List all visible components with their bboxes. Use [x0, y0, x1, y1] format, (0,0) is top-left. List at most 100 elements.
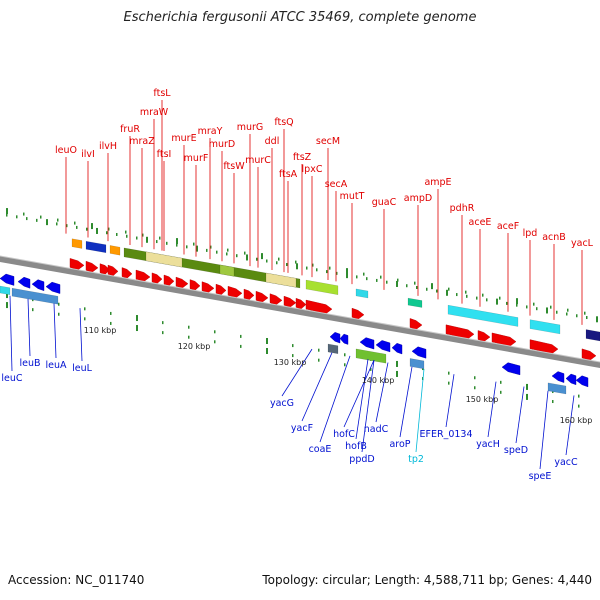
scale-tick [344, 363, 346, 367]
gene-label-mure: murE [171, 133, 196, 144]
scale-tick [159, 236, 161, 240]
gene-label-yacg: yacG [270, 398, 294, 409]
gene-label-ftsw: ftsW [223, 161, 245, 172]
scale-tick [6, 292, 8, 299]
gene-label-leuo: leuO [55, 145, 77, 156]
scale-tick [76, 225, 78, 229]
scale-tick [506, 301, 508, 305]
forward-gene-arrow [227, 286, 243, 298]
forward-gene-arrow [283, 295, 297, 308]
forward-gene-arrow [107, 264, 119, 277]
gene-label-guac: guaC [372, 197, 397, 208]
gene-label-ppdd: ppdD [349, 454, 374, 465]
scale-tick [516, 303, 518, 307]
scale-tick [116, 232, 118, 236]
leader-line [515, 386, 525, 444]
scale-tick [336, 271, 338, 275]
label-leader-lines [9, 100, 583, 470]
scale-tick [386, 280, 388, 284]
scale-tick [474, 386, 476, 390]
gene-label-spee: speE [529, 471, 552, 482]
scale-tick [363, 272, 365, 276]
scale-tick [240, 334, 242, 338]
forward-gene-arrow [151, 272, 163, 284]
scale-labels: 110 kbp 120 kbp 130 kbp 140 kbp 150 kbp 160 k… [84, 326, 593, 425]
reverse-gene-arrow [0, 273, 15, 286]
scale-tick [236, 254, 238, 258]
gene-label-leuc: leuC [1, 373, 23, 384]
scale-tick [46, 219, 48, 226]
light-green-feature [219, 264, 235, 277]
scale-tick [240, 344, 242, 348]
scale-tick [292, 344, 294, 348]
scale-tick [186, 245, 188, 249]
scale-label: 130 kbp [274, 358, 307, 367]
scale-tick [6, 302, 8, 309]
scale-tick [84, 317, 86, 321]
leader-line [399, 366, 413, 438]
scale-label: 120 kbp [178, 342, 211, 351]
forward-gene-arrow [69, 258, 85, 271]
scale-tick [295, 260, 297, 264]
forward-gene-arrow [351, 307, 365, 320]
reverse-gene-arrow [575, 375, 589, 388]
backbone-highlight [0, 255, 600, 363]
scale-tick [446, 289, 448, 296]
scale-tick [74, 221, 76, 225]
scale-tick [426, 287, 428, 291]
scale-tick [56, 222, 58, 226]
scale-tick [516, 298, 518, 305]
scale-tick [356, 275, 358, 279]
gene-label-efer_0134: EFER_0134 [420, 429, 473, 440]
leader-line [445, 374, 455, 428]
gene-label-seca: secA [325, 179, 348, 190]
forward-gene-arrow [269, 293, 283, 306]
scale-tick [366, 277, 368, 281]
gene-label-murg: murG [237, 122, 264, 133]
dark-feature [327, 343, 339, 354]
reverse-gene-arrow [551, 371, 565, 383]
scale-tick [136, 236, 138, 240]
scale-tick [533, 302, 535, 306]
scale-tick [397, 278, 399, 282]
scale-label: 110 kbp [84, 326, 117, 335]
scale-tick [396, 280, 398, 287]
scale-tick [584, 311, 586, 315]
gene-label-mraz: mraZ [129, 136, 155, 147]
scale-tick [596, 316, 598, 323]
gene-label-ftsa: ftsA [279, 169, 298, 180]
scale-tick [126, 234, 128, 238]
scale-tick [500, 380, 502, 384]
scale-tick [58, 302, 60, 306]
gene-label-secm: secM [316, 136, 340, 147]
scale-label: 140 kbp [362, 376, 395, 385]
forward-gene-arrow [243, 288, 255, 301]
scale-tick [36, 218, 38, 222]
gene-label-yacf: yacF [291, 423, 313, 434]
scale-tick [193, 242, 195, 246]
gene-label-pdhr: pdhR [450, 203, 475, 214]
scale-tick [96, 227, 98, 234]
scale-tick [210, 245, 212, 249]
forward-gene-arrow [529, 339, 559, 354]
gene-label-ddl: ddl [265, 136, 280, 147]
scale-tick [456, 293, 458, 297]
forward-gene-arrow [581, 348, 597, 361]
scale-tick [176, 238, 178, 245]
scale-tick [306, 266, 308, 270]
scale-tick [23, 212, 25, 216]
scale-tick [526, 383, 528, 390]
scale-tick [278, 257, 280, 261]
scale-tick [196, 245, 198, 252]
forward-gene-arrow [491, 332, 517, 347]
scale-tick [482, 293, 484, 297]
scale-tick [40, 215, 42, 219]
scale-tick [526, 393, 528, 400]
pale-feature [265, 272, 297, 288]
forward-gene-arrow [201, 281, 215, 294]
leader-line [375, 362, 389, 423]
scale-tick [206, 248, 208, 252]
gene-label-lpxc: lpxC [302, 164, 323, 175]
